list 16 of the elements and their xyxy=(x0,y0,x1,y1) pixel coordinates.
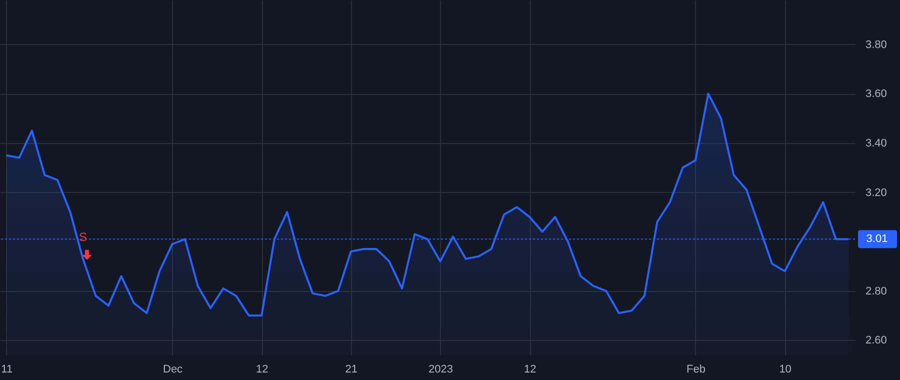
x-tick-label: Dec xyxy=(162,364,184,376)
x-tick-label: 12 xyxy=(524,364,536,376)
x-tick-label: 10 xyxy=(779,364,792,376)
y-tick-label: 2.60 xyxy=(866,334,887,347)
x-tick-label: 12 xyxy=(256,364,268,376)
annotation: S xyxy=(78,230,87,244)
x-tick-label: 2023 xyxy=(428,364,454,376)
x-tick-label: Feb xyxy=(686,364,706,376)
x-tick-label: 11 xyxy=(1,364,13,376)
y-tick-label: 3.20 xyxy=(866,186,887,199)
y-tick-label: 3.80 xyxy=(866,38,887,51)
y-tick-label: 2.80 xyxy=(866,285,887,298)
ref-line-label: 3.01 xyxy=(866,233,888,246)
y-tick-label: 3.60 xyxy=(866,88,887,100)
x-tick-label: 21 xyxy=(345,364,358,376)
y-tick-label: 3.40 xyxy=(866,137,887,150)
